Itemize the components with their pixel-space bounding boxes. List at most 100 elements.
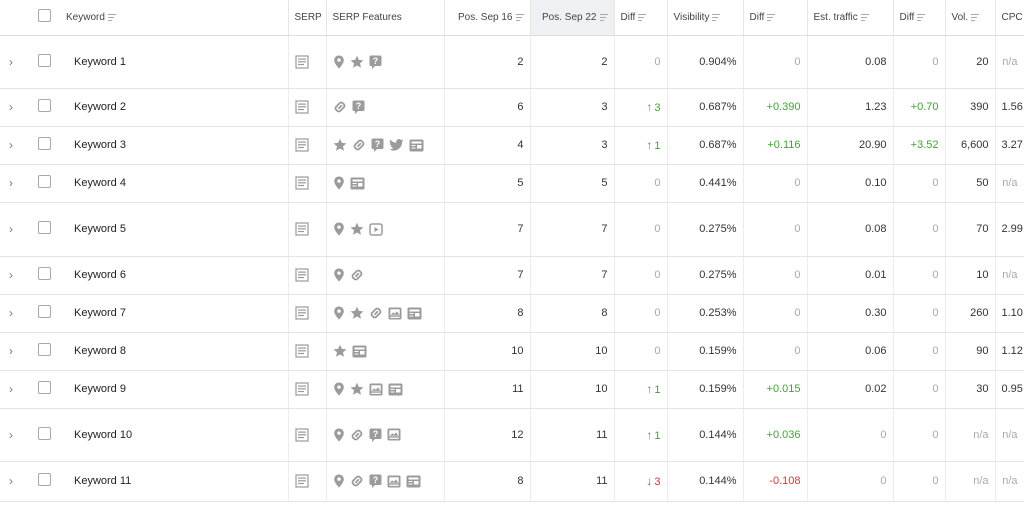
table-row[interactable]: › Keyword 3? 4 3 ↑ 1 0.687% +0.116 20.90 +3.52 6,6… (0, 126, 1024, 165)
image-pack-icon[interactable] (387, 475, 401, 488)
news-icon[interactable] (388, 383, 403, 396)
video-icon[interactable] (368, 222, 383, 236)
keyword-text[interactable]: Keyword 1 (74, 55, 126, 68)
star-icon[interactable] (333, 344, 347, 358)
row-checkbox[interactable] (37, 221, 51, 234)
serp-snapshot-icon[interactable] (294, 268, 309, 282)
map-pin-icon[interactable] (333, 306, 345, 320)
expand-cell[interactable]: › (0, 126, 28, 165)
table-row[interactable]: › Keyword 8 10 10 0 0.159% 0 0.06 0 90 1.12 (0, 332, 1024, 371)
star-icon[interactable] (350, 55, 364, 69)
expand-cell[interactable]: › (0, 370, 28, 409)
serp-snapshot-icon[interactable] (294, 54, 309, 69)
chevron-right-icon[interactable]: › (9, 344, 13, 358)
row-checkbox[interactable] (37, 426, 51, 440)
link-icon[interactable] (350, 428, 364, 442)
news-icon[interactable] (406, 475, 421, 488)
col-volume[interactable]: Vol. (945, 0, 996, 36)
row-checkbox[interactable] (37, 473, 51, 486)
row-checkbox[interactable] (37, 343, 51, 356)
table-row[interactable]: › Keyword 1? 2 2 0 0.904% 0 0.08 0 20 n/a (0, 35, 1024, 89)
map-pin-icon[interactable] (333, 382, 345, 396)
row-checkbox[interactable] (37, 175, 51, 188)
chevron-right-icon[interactable]: › (9, 176, 13, 190)
expand-cell[interactable]: › (0, 461, 28, 502)
question-icon[interactable]: ? (371, 138, 384, 152)
expand-cell[interactable]: › (0, 332, 28, 371)
serp-snapshot-icon[interactable] (294, 222, 309, 236)
star-icon[interactable] (333, 138, 347, 152)
serp-snapshot-icon[interactable] (294, 382, 309, 396)
row-checkbox[interactable] (37, 53, 51, 67)
table-row[interactable]: › Keyword 11? 8 11 ↓ 3 0.144% -0.108 0 0 n/a n/a (0, 461, 1024, 502)
question-icon[interactable]: ? (369, 474, 382, 488)
serp-snapshot-icon[interactable] (294, 474, 309, 488)
image-pack-icon[interactable] (387, 428, 401, 441)
expand-cell[interactable]: › (0, 294, 28, 333)
keyword-text[interactable]: Keyword 7 (74, 307, 126, 319)
table-row[interactable]: › Keyword 6 7 7 0 0.275% 0 0.01 0 10 n/a (0, 256, 1024, 295)
chevron-right-icon[interactable]: › (9, 474, 13, 488)
col-traffic-diff[interactable]: Diff (893, 0, 946, 36)
expand-cell[interactable]: › (0, 35, 28, 89)
table-row[interactable]: › Keyword 5 7 7 0 0.275% 0 0.08 0 70 2.99 (0, 202, 1024, 257)
chevron-right-icon[interactable]: › (9, 268, 13, 282)
expand-cell[interactable]: › (0, 202, 28, 257)
chevron-right-icon[interactable]: › (9, 100, 13, 114)
row-checkbox[interactable] (37, 305, 51, 318)
star-icon[interactable] (350, 222, 364, 236)
keyword-text[interactable]: Keyword 6 (74, 269, 126, 281)
expand-cell[interactable]: › (0, 256, 28, 295)
col-visibility[interactable]: Visibility (667, 0, 744, 36)
chevron-right-icon[interactable]: › (9, 306, 13, 320)
news-icon[interactable] (407, 307, 422, 320)
table-row[interactable]: › Keyword 10? 12 11 ↑ 1 0.144% +0.036 0 0 n/a n/a (0, 408, 1024, 462)
star-icon[interactable] (350, 306, 364, 320)
chevron-right-icon[interactable]: › (9, 54, 13, 69)
row-checkbox[interactable] (37, 381, 51, 394)
keyword-text[interactable]: Keyword 10 (74, 428, 133, 441)
col-diff[interactable]: Diff (614, 0, 668, 36)
select-all-checkbox[interactable] (37, 9, 51, 23)
question-icon[interactable]: ? (369, 55, 382, 69)
star-icon[interactable] (350, 382, 364, 396)
map-pin-icon[interactable] (333, 474, 345, 488)
table-row[interactable]: › Keyword 7 8 8 0 0.253% 0 0.30 0 260 1.10 (0, 294, 1024, 333)
expand-cell[interactable]: › (0, 88, 28, 127)
serp-snapshot-icon[interactable] (294, 138, 309, 152)
serp-snapshot-icon[interactable] (294, 306, 309, 320)
keyword-text[interactable]: Keyword 11 (74, 475, 132, 487)
map-pin-icon[interactable] (333, 176, 345, 190)
image-pack-icon[interactable] (369, 383, 383, 396)
table-row[interactable]: › Keyword 4 5 5 0 0.441% 0 0.10 0 50 n/a (0, 164, 1024, 203)
serp-snapshot-icon[interactable] (294, 176, 309, 190)
keyword-text[interactable]: Keyword 3 (74, 139, 126, 151)
map-pin-icon[interactable] (333, 222, 345, 236)
col-traffic[interactable]: Est. traffic (807, 0, 894, 36)
table-row[interactable]: › Keyword 2? 6 3 ↑ 3 0.687% +0.390 1.23 +0.70 390 1… (0, 88, 1024, 127)
col-pos-new[interactable]: Pos. Sep 22 (530, 0, 615, 36)
keyword-text[interactable]: Keyword 9 (74, 383, 126, 395)
serp-snapshot-icon[interactable] (294, 100, 309, 114)
question-icon[interactable]: ? (352, 100, 365, 114)
keyword-text[interactable]: Keyword 4 (74, 177, 126, 189)
link-icon[interactable] (333, 100, 347, 114)
news-icon[interactable] (352, 345, 367, 358)
col-pos-old[interactable]: Pos. Sep 16 (444, 0, 531, 36)
map-pin-icon[interactable] (333, 55, 345, 69)
row-checkbox[interactable] (37, 99, 51, 112)
news-icon[interactable] (409, 139, 424, 152)
serp-snapshot-icon[interactable] (294, 427, 309, 442)
chevron-right-icon[interactable]: › (9, 138, 13, 152)
expand-cell[interactable]: › (0, 408, 28, 462)
col-vis-diff[interactable]: Diff (743, 0, 808, 36)
keyword-text[interactable]: Keyword 5 (74, 223, 126, 235)
link-icon[interactable] (352, 138, 366, 152)
keyword-text[interactable]: Keyword 2 (74, 101, 126, 113)
serp-snapshot-icon[interactable] (294, 344, 309, 358)
expand-cell[interactable]: › (0, 164, 28, 203)
col-keyword[interactable]: Keyword (60, 0, 289, 36)
map-pin-icon[interactable] (333, 268, 345, 282)
news-icon[interactable] (350, 177, 365, 190)
map-pin-icon[interactable] (333, 428, 345, 442)
